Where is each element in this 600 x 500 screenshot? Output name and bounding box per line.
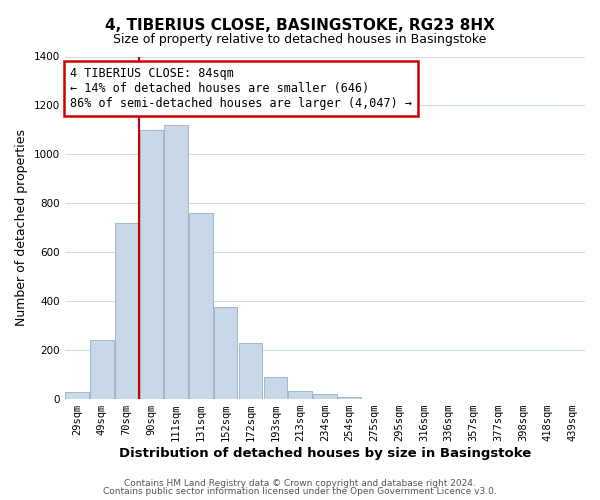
Text: 4 TIBERIUS CLOSE: 84sqm
← 14% of detached houses are smaller (646)
86% of semi-d: 4 TIBERIUS CLOSE: 84sqm ← 14% of detache… xyxy=(70,67,412,110)
Text: Size of property relative to detached houses in Basingstoke: Size of property relative to detached ho… xyxy=(113,32,487,46)
Bar xyxy=(239,343,262,399)
Bar xyxy=(288,392,312,399)
Bar xyxy=(338,396,361,399)
Text: Contains public sector information licensed under the Open Government Licence v3: Contains public sector information licen… xyxy=(103,487,497,496)
Text: 4, TIBERIUS CLOSE, BASINGSTOKE, RG23 8HX: 4, TIBERIUS CLOSE, BASINGSTOKE, RG23 8HX xyxy=(105,18,495,32)
X-axis label: Distribution of detached houses by size in Basingstoke: Distribution of detached houses by size … xyxy=(119,447,531,460)
Bar xyxy=(313,394,337,399)
Bar xyxy=(115,223,139,399)
Bar xyxy=(263,377,287,399)
Y-axis label: Number of detached properties: Number of detached properties xyxy=(15,130,28,326)
Bar xyxy=(65,392,89,399)
Bar xyxy=(164,125,188,399)
Bar xyxy=(189,213,213,399)
Text: Contains HM Land Registry data © Crown copyright and database right 2024.: Contains HM Land Registry data © Crown c… xyxy=(124,478,476,488)
Bar xyxy=(90,340,113,399)
Bar xyxy=(214,308,238,399)
Bar xyxy=(140,130,163,399)
